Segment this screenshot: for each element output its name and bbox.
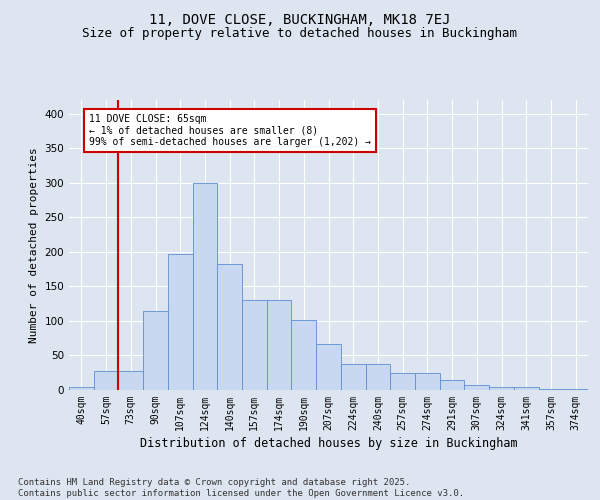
Bar bbox=[168, 254, 193, 390]
Bar bbox=[316, 344, 341, 390]
Bar bbox=[69, 386, 94, 390]
Y-axis label: Number of detached properties: Number of detached properties bbox=[29, 147, 39, 343]
Bar bbox=[390, 372, 415, 390]
Bar bbox=[118, 372, 143, 390]
Bar bbox=[341, 364, 365, 390]
Text: 11 DOVE CLOSE: 65sqm
← 1% of detached houses are smaller (8)
99% of semi-detache: 11 DOVE CLOSE: 65sqm ← 1% of detached ho… bbox=[89, 114, 371, 147]
X-axis label: Distribution of detached houses by size in Buckingham: Distribution of detached houses by size … bbox=[140, 437, 517, 450]
Text: Contains HM Land Registry data © Crown copyright and database right 2025.
Contai: Contains HM Land Registry data © Crown c… bbox=[18, 478, 464, 498]
Bar bbox=[267, 300, 292, 390]
Bar bbox=[489, 387, 514, 390]
Bar bbox=[440, 380, 464, 390]
Bar bbox=[365, 364, 390, 390]
Bar bbox=[94, 372, 118, 390]
Bar bbox=[217, 264, 242, 390]
Bar bbox=[514, 387, 539, 390]
Bar bbox=[292, 320, 316, 390]
Bar bbox=[242, 300, 267, 390]
Bar bbox=[193, 183, 217, 390]
Bar bbox=[143, 310, 168, 390]
Bar bbox=[563, 388, 588, 390]
Text: 11, DOVE CLOSE, BUCKINGHAM, MK18 7EJ: 11, DOVE CLOSE, BUCKINGHAM, MK18 7EJ bbox=[149, 12, 451, 26]
Text: Size of property relative to detached houses in Buckingham: Size of property relative to detached ho… bbox=[83, 28, 517, 40]
Bar bbox=[464, 385, 489, 390]
Bar bbox=[415, 372, 440, 390]
